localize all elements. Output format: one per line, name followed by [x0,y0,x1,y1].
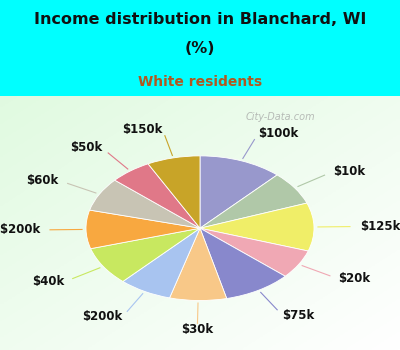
Text: White residents: White residents [138,75,262,89]
Wedge shape [115,164,200,228]
Text: $75k: $75k [282,309,314,322]
Text: $50k: $50k [70,141,102,154]
Wedge shape [170,228,227,301]
Text: $60k: $60k [26,174,59,187]
Text: > $200k: > $200k [0,223,40,236]
Text: $150k: $150k [122,123,162,136]
Wedge shape [91,228,200,281]
Text: $10k: $10k [333,165,365,178]
Text: $20k: $20k [338,272,371,286]
Wedge shape [200,203,314,251]
Wedge shape [90,180,200,228]
Wedge shape [86,210,200,249]
Text: $200k: $200k [82,310,122,323]
Text: $100k: $100k [258,127,298,140]
Wedge shape [123,228,200,298]
Wedge shape [200,175,307,228]
Text: Income distribution in Blanchard, WI: Income distribution in Blanchard, WI [34,12,366,27]
Wedge shape [200,228,308,276]
Text: $40k: $40k [32,275,64,288]
Text: (%): (%) [185,41,215,56]
Wedge shape [200,156,277,228]
Text: $125k: $125k [360,220,400,233]
Text: $30k: $30k [181,323,213,336]
Text: City-Data.com: City-Data.com [245,112,315,121]
Wedge shape [148,156,200,228]
Wedge shape [200,228,285,299]
